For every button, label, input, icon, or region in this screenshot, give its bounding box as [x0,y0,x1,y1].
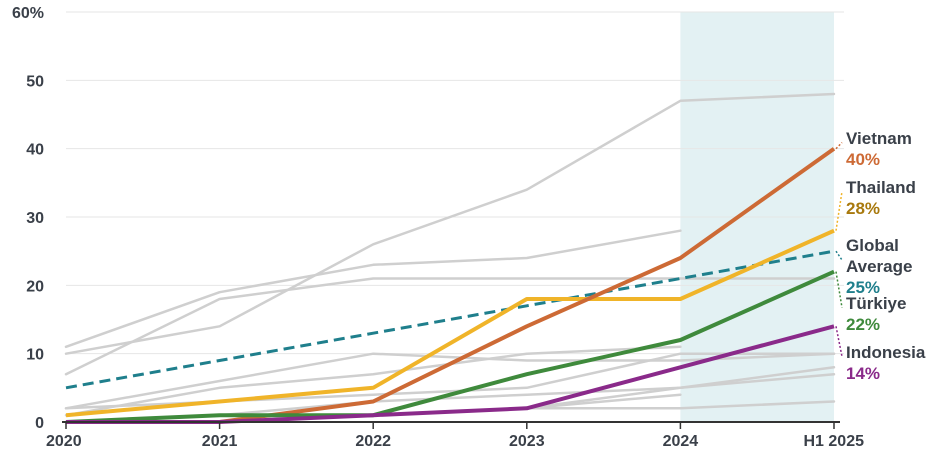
series-line-thailand [65,228,835,418]
series-label-global-average: Average [846,257,912,276]
series-line-turkiye [65,269,835,424]
background-series-line-1 [64,92,836,355]
x-tick-label: H1 2025 [804,433,865,450]
series-value-thailand: 28% [846,199,880,218]
y-tick-label: 60% [12,5,44,22]
y-tick-label: 40 [26,142,44,159]
y-tick-label: 0 [35,415,44,432]
series-value-indonesia: 14% [846,364,880,383]
y-tick-label: 50 [26,73,44,90]
y-tick-label: 20 [26,278,44,295]
x-tick-label: 2022 [355,433,391,450]
y-tick-label: 30 [26,210,44,227]
leader-line-global-average [835,250,843,261]
series-value-vietnam: 40% [846,150,880,169]
series-value-turkiye: 22% [846,315,880,334]
leader-line-vietnam [835,141,843,150]
x-tick-label: 2020 [46,433,82,450]
leader-line-indonesia [835,326,843,357]
series-line-global-average [65,249,835,390]
y-tick-label: 10 [26,347,44,364]
series-value-global-average: 25% [846,278,880,297]
x-tick-label: 2023 [509,433,545,450]
leader-line-turkiye [835,271,843,308]
series-label-vietnam: Vietnam [846,129,912,148]
background-series-line-3 [64,277,836,376]
series-label-thailand: Thailand [846,178,916,197]
series-label-indonesia: Indonesia [846,343,926,362]
series-label-turkiye: Türkiye [846,294,906,313]
x-tick-label: 2024 [663,433,699,450]
leader-line-thailand [835,191,843,231]
x-tick-label: 2021 [202,433,238,450]
series-label-global-average: Global [846,236,899,255]
background-series-line-2 [64,229,682,349]
background-series-line-5 [64,345,682,417]
